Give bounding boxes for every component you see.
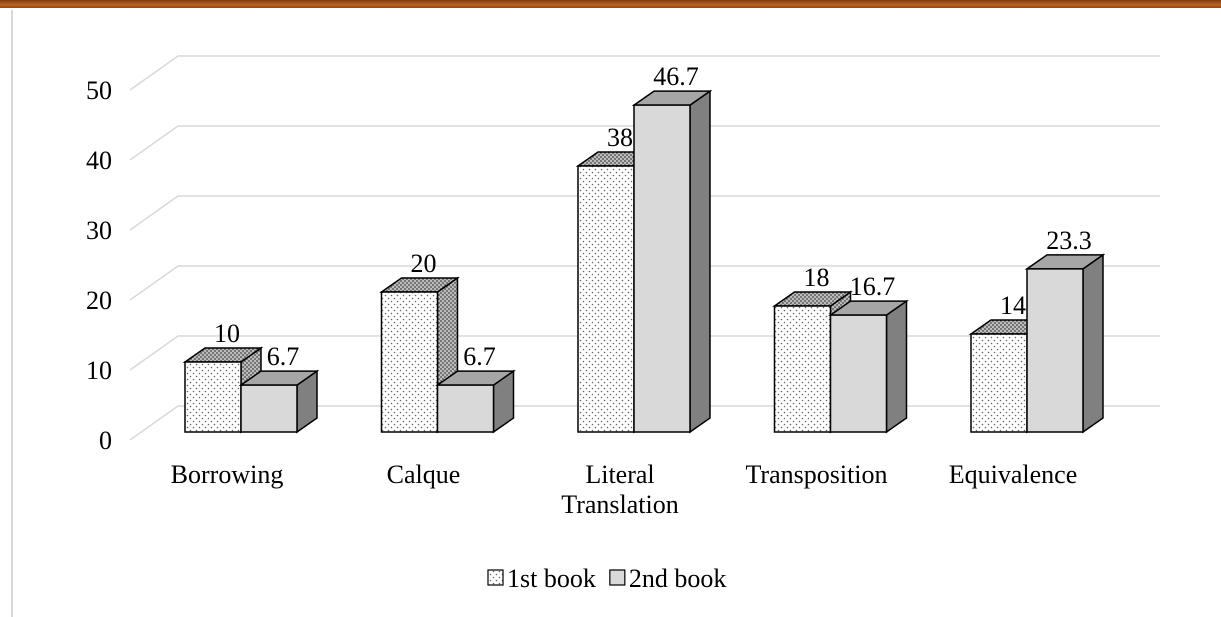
bar-face bbox=[829, 314, 888, 433]
value-label: 16.7 bbox=[850, 272, 896, 301]
grid-line bbox=[129, 405, 179, 441]
legend-swatch bbox=[487, 569, 504, 586]
bar-face bbox=[1026, 268, 1084, 433]
x-tick-label: Equivalence bbox=[948, 460, 1078, 489]
bar bbox=[238, 369, 320, 434]
bar-face bbox=[773, 305, 832, 433]
bar bbox=[1024, 253, 1106, 434]
bar-face bbox=[436, 384, 495, 433]
grid-line bbox=[129, 335, 179, 371]
value-label: 18 bbox=[804, 263, 830, 292]
header-band bbox=[0, 0, 1221, 8]
bar bbox=[828, 299, 909, 434]
value-label: 20 bbox=[411, 249, 437, 278]
bar bbox=[631, 89, 713, 434]
bar-face bbox=[577, 165, 635, 433]
legend-label: 1st book bbox=[507, 564, 596, 593]
value-label: 6.7 bbox=[463, 342, 496, 371]
grid-line bbox=[129, 265, 179, 301]
y-tick-label: 0 bbox=[99, 426, 112, 455]
x-tick-label: Calque bbox=[386, 460, 461, 489]
y-tick-label: 30 bbox=[86, 216, 112, 245]
value-label: 23.3 bbox=[1046, 226, 1092, 255]
y-tick-label: 40 bbox=[86, 146, 112, 175]
bar-face bbox=[240, 384, 298, 433]
bar-face bbox=[885, 299, 908, 434]
value-label: 46.7 bbox=[653, 62, 699, 91]
legend-label: 2nd book bbox=[629, 564, 727, 593]
grid-line bbox=[129, 55, 179, 91]
grid-line bbox=[129, 125, 179, 161]
bar-face bbox=[970, 333, 1028, 433]
legend-swatch bbox=[609, 569, 626, 586]
bar-face bbox=[380, 291, 439, 433]
value-label: 14 bbox=[1000, 291, 1026, 320]
bar-face bbox=[689, 89, 711, 434]
value-label: 10 bbox=[214, 319, 240, 348]
x-tick-label: Literal Translation bbox=[561, 460, 679, 519]
y-tick-label: 50 bbox=[86, 76, 112, 105]
y-tick-label: 10 bbox=[86, 356, 112, 385]
x-tick-label: Transposition bbox=[745, 460, 888, 489]
bar-face bbox=[184, 361, 242, 433]
x-tick-label: Borrowing bbox=[170, 460, 284, 489]
y-tick-label: 20 bbox=[86, 286, 112, 315]
grid-line bbox=[129, 195, 179, 231]
value-label: 38 bbox=[607, 123, 633, 152]
bar-face bbox=[633, 104, 691, 433]
bar bbox=[435, 369, 516, 434]
bar-face bbox=[1082, 253, 1104, 434]
value-label: 6.7 bbox=[267, 342, 300, 371]
